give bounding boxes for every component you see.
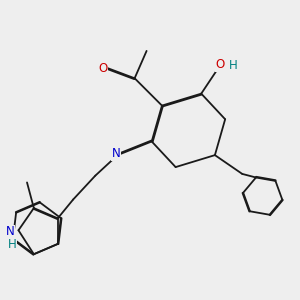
Text: O: O: [99, 61, 108, 74]
Text: H: H: [8, 238, 17, 251]
Text: H: H: [229, 59, 237, 72]
Text: N: N: [112, 147, 120, 160]
Text: O: O: [215, 58, 225, 71]
Text: N: N: [6, 226, 14, 238]
